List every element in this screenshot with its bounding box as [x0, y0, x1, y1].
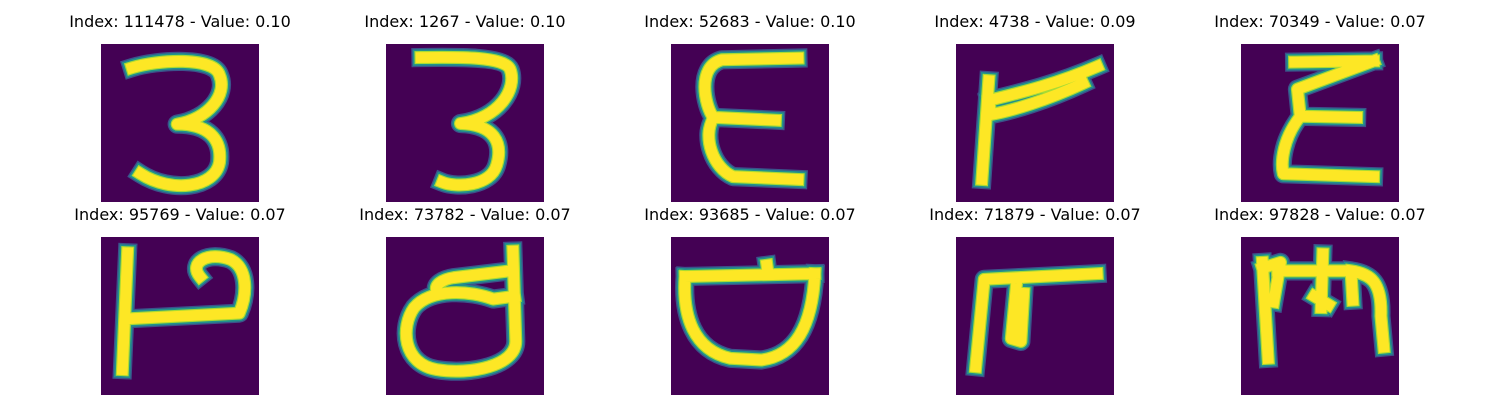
- panel-title: Index: 70349 - Value: 0.07: [1214, 12, 1426, 31]
- panel-title: Index: 73782 - Value: 0.07: [359, 205, 571, 224]
- glyph-image: [956, 237, 1114, 395]
- glyph-image: [101, 44, 259, 202]
- stroke-core: [400, 245, 522, 377]
- stroke-core: [116, 247, 251, 376]
- grid-panel: Index: 4738 - Value: 0.09: [900, 10, 1170, 202]
- glyph-image: [386, 44, 544, 202]
- stroke-core: [969, 268, 1103, 373]
- stroke-core: [699, 52, 804, 186]
- grid-panel: Index: 70349 - Value: 0.07: [1185, 10, 1455, 202]
- stroke-core: [976, 59, 1105, 186]
- panel-title: Index: 52683 - Value: 0.10: [644, 12, 856, 31]
- panel-title: Index: 111478 - Value: 0.10: [69, 12, 291, 31]
- glyph-image: [386, 237, 544, 395]
- panel-title: Index: 97828 - Value: 0.07: [1214, 205, 1426, 224]
- glyph-image: [101, 237, 259, 395]
- stroke-core: [415, 51, 517, 191]
- grid-panel: Index: 97828 - Value: 0.07: [1185, 203, 1455, 395]
- grid-panel: Index: 95769 - Value: 0.07: [45, 203, 315, 395]
- stroke-core: [1277, 54, 1381, 183]
- grid-panel: Index: 73782 - Value: 0.07: [330, 203, 600, 395]
- panel-title: Index: 1267 - Value: 0.10: [364, 12, 566, 31]
- grid-panel: Index: 93685 - Value: 0.07: [615, 203, 885, 395]
- glyph-image: [1241, 44, 1399, 202]
- glyph-image: [671, 237, 829, 395]
- grid-panel: Index: 52683 - Value: 0.10: [615, 10, 885, 202]
- glyph-image: [956, 44, 1114, 202]
- stroke-core: [679, 259, 821, 366]
- panel-title: Index: 4738 - Value: 0.09: [934, 12, 1136, 31]
- glyph-image: [1241, 237, 1399, 395]
- panel-title: Index: 71879 - Value: 0.07: [929, 205, 1141, 224]
- grid-panel: Index: 111478 - Value: 0.10: [45, 10, 315, 202]
- grid-panel: Index: 1267 - Value: 0.10: [330, 10, 600, 202]
- glyph-image: [671, 44, 829, 202]
- panel-title: Index: 95769 - Value: 0.07: [74, 205, 286, 224]
- panel-title: Index: 93685 - Value: 0.07: [644, 205, 856, 224]
- stroke-core: [1255, 248, 1390, 364]
- stroke-core: [125, 56, 227, 191]
- grid-panel: Index: 71879 - Value: 0.07: [900, 203, 1170, 395]
